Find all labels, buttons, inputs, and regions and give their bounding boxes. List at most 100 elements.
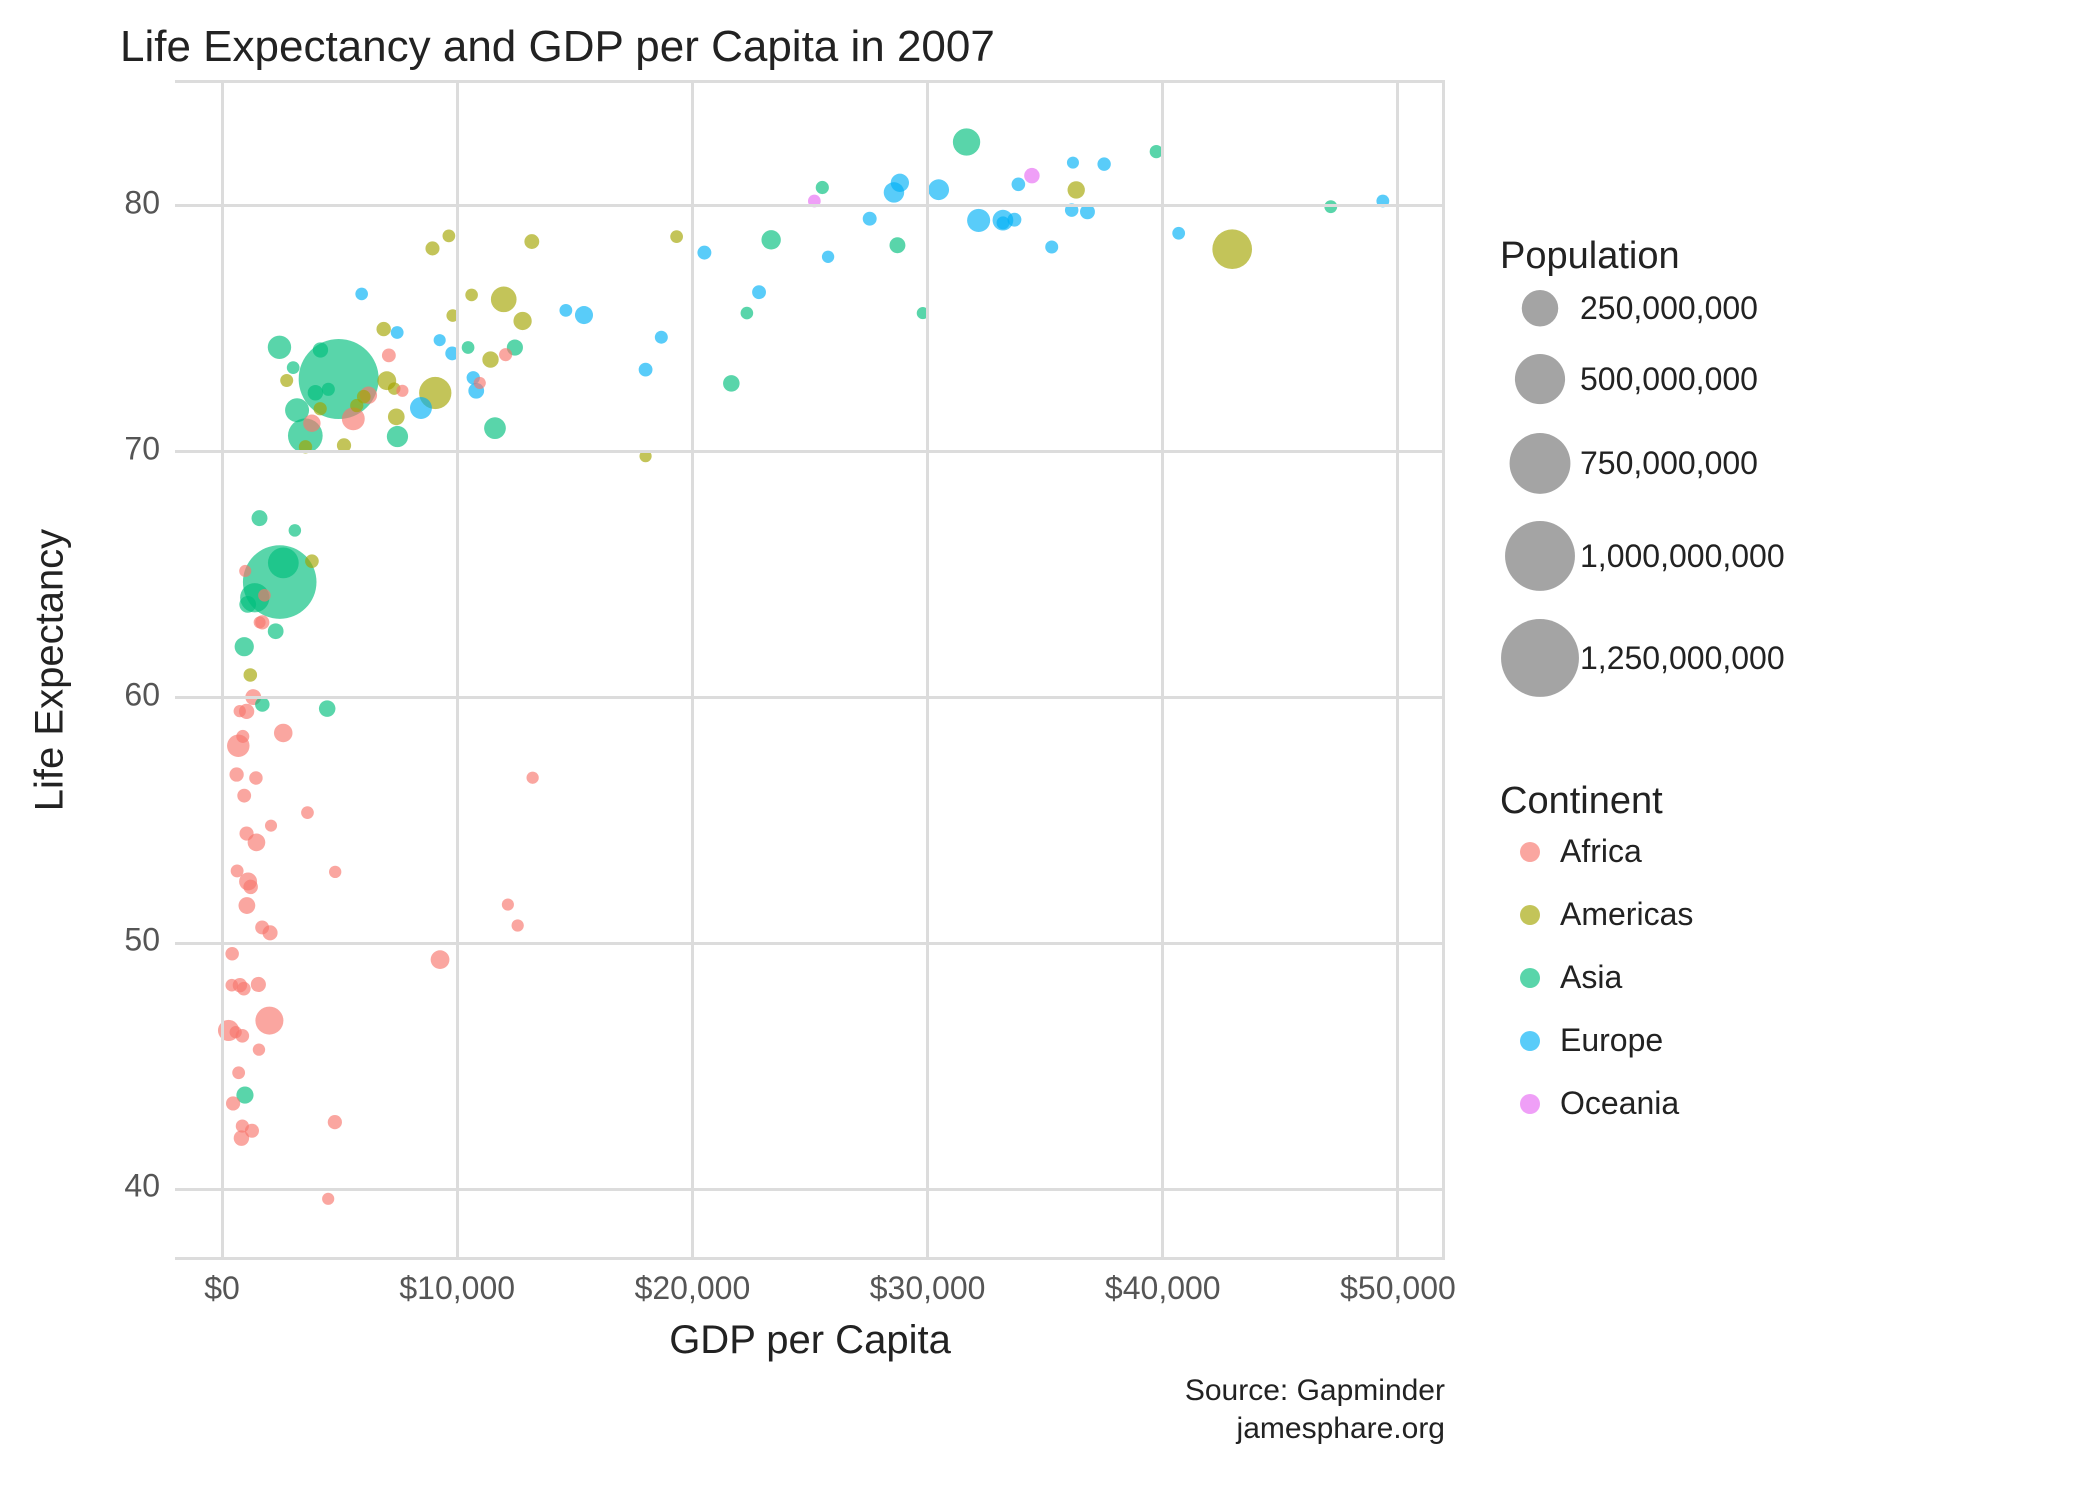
data-point bbox=[1012, 177, 1026, 191]
legend-size-swatch bbox=[1500, 352, 1580, 406]
data-point bbox=[723, 375, 740, 392]
data-point bbox=[303, 415, 320, 432]
gridline-horizontal bbox=[175, 204, 1442, 207]
legend-size-swatch bbox=[1500, 431, 1580, 496]
legend-size-swatch bbox=[1500, 617, 1580, 699]
data-point bbox=[491, 286, 517, 312]
data-point bbox=[236, 730, 249, 743]
data-point bbox=[431, 950, 450, 969]
data-point bbox=[236, 1120, 249, 1133]
legend-continent-item: Europe bbox=[1500, 1022, 1693, 1059]
data-point bbox=[1212, 229, 1252, 269]
data-point bbox=[387, 426, 408, 447]
y-tick-label: 70 bbox=[60, 430, 160, 467]
gridline-horizontal bbox=[175, 696, 1442, 699]
data-point bbox=[953, 128, 980, 155]
chart-caption: Source: Gapminder jamesphare.org bbox=[1185, 1372, 1445, 1447]
chart-title: Life Expectancy and GDP per Capita in 20… bbox=[120, 22, 995, 72]
legend-continent-title: Continent bbox=[1500, 780, 1693, 823]
data-point bbox=[1008, 213, 1022, 227]
data-point bbox=[639, 363, 653, 377]
data-point bbox=[244, 668, 258, 682]
data-point bbox=[322, 383, 335, 396]
gridline-vertical bbox=[1161, 83, 1164, 1257]
data-point bbox=[225, 947, 239, 961]
data-point bbox=[388, 408, 405, 425]
data-point bbox=[967, 209, 990, 232]
gridline-vertical bbox=[221, 83, 224, 1257]
gridline-vertical bbox=[926, 83, 929, 1257]
legend-population-item: 250,000,000 bbox=[1500, 288, 1785, 328]
data-point bbox=[249, 771, 262, 784]
data-point bbox=[524, 234, 539, 249]
legend-continent-label: Asia bbox=[1560, 959, 1622, 996]
y-axis-label: Life Expectancy bbox=[28, 529, 73, 811]
data-point bbox=[1097, 157, 1110, 170]
legend-continent-label: Africa bbox=[1560, 833, 1642, 870]
data-point bbox=[928, 179, 949, 200]
legend-continent: Continent Africa Americas Asia Europe Oceani… bbox=[1500, 780, 1693, 1148]
data-point bbox=[1068, 181, 1085, 198]
data-point bbox=[328, 1115, 342, 1129]
data-point bbox=[462, 341, 475, 354]
data-point bbox=[254, 616, 266, 628]
data-point bbox=[239, 565, 251, 577]
legend-color-swatch bbox=[1500, 1089, 1560, 1119]
data-point bbox=[484, 417, 506, 439]
legend-size-swatch bbox=[1500, 519, 1580, 593]
data-point bbox=[238, 897, 255, 914]
data-point bbox=[1045, 240, 1058, 253]
legend-population-item: 1,000,000,000 bbox=[1500, 519, 1785, 593]
data-point bbox=[559, 304, 572, 317]
gridline-vertical bbox=[691, 83, 694, 1257]
data-point bbox=[410, 397, 432, 419]
data-point bbox=[396, 385, 408, 397]
data-point bbox=[822, 251, 834, 263]
legend-continent-item: Asia bbox=[1500, 959, 1693, 996]
data-point bbox=[235, 637, 254, 656]
legend-continent-item: Americas bbox=[1500, 896, 1693, 933]
gridline-vertical bbox=[456, 83, 459, 1257]
data-point bbox=[234, 705, 246, 717]
data-point bbox=[237, 789, 251, 803]
data-point bbox=[268, 336, 291, 359]
data-point bbox=[258, 589, 271, 602]
data-point bbox=[265, 820, 277, 832]
data-point bbox=[670, 230, 683, 243]
data-point bbox=[305, 554, 319, 568]
legend-population-item: 500,000,000 bbox=[1500, 352, 1785, 406]
legend-color-swatch bbox=[1500, 1026, 1560, 1056]
legend-population-item: 750,000,000 bbox=[1500, 431, 1785, 496]
caption-source: Source: Gapminder bbox=[1185, 1372, 1445, 1410]
scatter-svg bbox=[175, 83, 1445, 1263]
data-point bbox=[299, 339, 379, 419]
y-tick-label: 40 bbox=[60, 1168, 160, 1205]
data-point bbox=[889, 237, 905, 253]
legend-size-label: 250,000,000 bbox=[1580, 290, 1758, 327]
data-point bbox=[465, 289, 478, 302]
legend-population: Population 250,000,000500,000,000750,000… bbox=[1500, 235, 1785, 723]
legend-size-label: 1,250,000,000 bbox=[1580, 640, 1785, 677]
data-point bbox=[502, 899, 514, 911]
x-tick-label: $40,000 bbox=[1105, 1270, 1221, 1307]
data-point bbox=[237, 982, 251, 996]
legend-size-swatch bbox=[1500, 288, 1580, 328]
data-point bbox=[350, 399, 363, 412]
data-point bbox=[863, 212, 877, 226]
data-point bbox=[274, 724, 293, 743]
x-tick-label: $0 bbox=[204, 1270, 240, 1307]
data-point bbox=[513, 312, 531, 330]
legend-size-label: 750,000,000 bbox=[1580, 445, 1758, 482]
gridline-vertical bbox=[1396, 83, 1399, 1257]
data-point bbox=[253, 1043, 265, 1055]
data-point bbox=[482, 351, 498, 367]
data-point bbox=[391, 326, 404, 339]
data-point bbox=[697, 246, 711, 260]
data-point bbox=[231, 864, 244, 877]
data-point bbox=[268, 547, 299, 578]
data-point bbox=[1067, 157, 1079, 169]
legend-continent-label: Oceania bbox=[1560, 1085, 1679, 1122]
x-axis-label: GDP per Capita bbox=[175, 1318, 1445, 1363]
data-point bbox=[314, 402, 327, 415]
legend-continent-item: Oceania bbox=[1500, 1085, 1693, 1122]
